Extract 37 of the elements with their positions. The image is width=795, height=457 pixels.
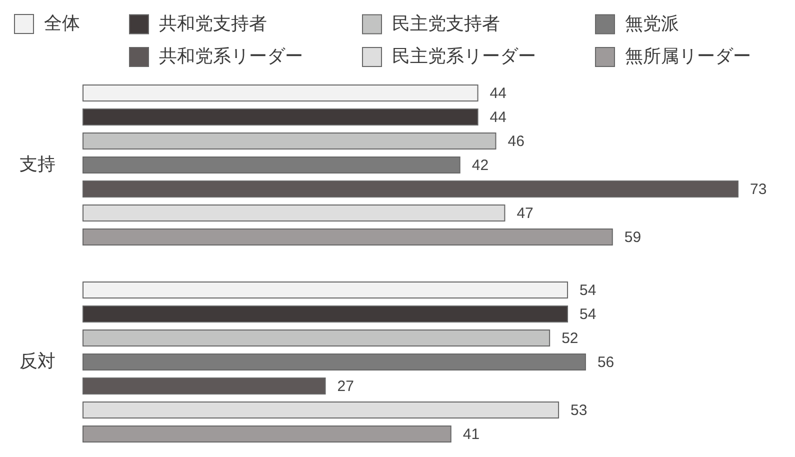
bar <box>82 180 738 198</box>
data-label: 41 <box>462 426 480 443</box>
data-label: 52 <box>562 330 578 347</box>
data-label: 54 <box>580 306 596 323</box>
y-tick-label: 反対 <box>20 350 56 371</box>
bar <box>82 425 452 442</box>
bar <box>82 228 613 246</box>
data-label: 42 <box>472 157 489 174</box>
data-label: 27 <box>337 378 354 395</box>
data-label: 44 <box>490 109 506 126</box>
bar <box>82 281 568 298</box>
legend-label: 民主党系リーダー <box>392 46 536 66</box>
data-label: 54 <box>580 282 596 299</box>
legend-label: 無所属リーダー <box>625 46 751 66</box>
data-label: 59 <box>624 229 642 246</box>
legend-label: 共和党系リーダー <box>159 46 303 66</box>
legend-label: 共和党支持者 <box>159 13 267 34</box>
data-label: 46 <box>508 133 524 150</box>
bar <box>82 377 326 394</box>
data-label: 44 <box>490 85 506 102</box>
bar <box>82 84 478 102</box>
legend-label: 全体 <box>44 13 80 33</box>
data-label: 56 <box>597 354 614 371</box>
bar <box>82 108 478 126</box>
bar <box>82 305 568 322</box>
data-label: 73 <box>750 181 767 198</box>
data-label: 47 <box>516 205 534 222</box>
bar <box>82 156 460 174</box>
legend-label: 民主党支持者 <box>392 13 500 34</box>
y-tick-label: 支持 <box>20 154 56 174</box>
bar <box>82 401 560 418</box>
bar <box>82 204 506 222</box>
bar <box>82 329 550 346</box>
data-label: 53 <box>570 402 588 419</box>
bar <box>82 353 586 370</box>
legend-label: 無党派 <box>625 13 679 34</box>
bar <box>82 132 496 150</box>
